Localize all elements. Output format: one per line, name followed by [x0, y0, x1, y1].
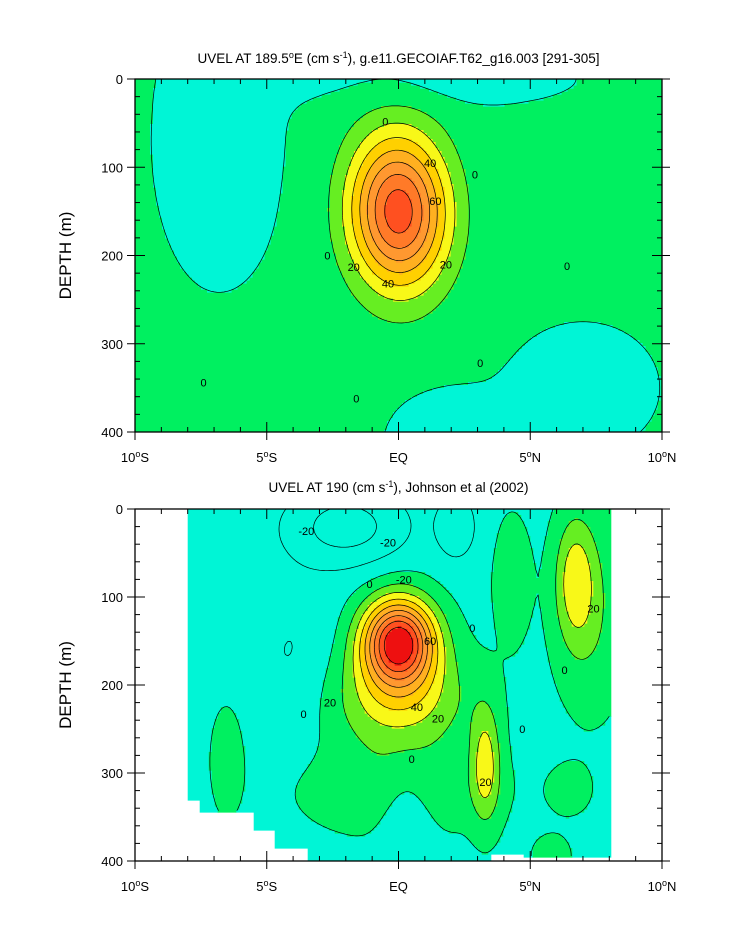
- contour-labels: 0 0 40 60 20 20 40 0 0 0 0 0: [200, 116, 570, 405]
- contour-label: 20: [440, 259, 452, 271]
- contour-level-50: [369, 609, 428, 688]
- contour-label: 60: [424, 636, 436, 648]
- contour-level-30: [351, 137, 446, 286]
- contour-level-0: [209, 509, 610, 857]
- x-tick-label: 10oN: [648, 878, 677, 894]
- contour-labels: -20 -20 -20 0 0 60 20 20 40 20 0 0 0 0 20: [298, 526, 599, 789]
- contour-level-60: [373, 615, 424, 680]
- contour-lines: [209, 509, 610, 857]
- contour-level-70: [378, 620, 419, 673]
- contour-level-20: [352, 543, 592, 799]
- contour-label: 20: [587, 603, 599, 615]
- contour-level-0: [150, 79, 661, 432]
- contour-level--20: [313, 509, 377, 548]
- y-tick-label: 300: [101, 766, 123, 781]
- contour-label: 40: [424, 158, 436, 170]
- contour-label: 0: [324, 251, 330, 263]
- x-tick-labels: 10oS 5oS EQ 5oN 10oN: [121, 449, 677, 465]
- contour-level-40: [359, 149, 438, 273]
- contour-label: 20: [432, 713, 444, 725]
- y-tick-label: 200: [101, 249, 123, 264]
- axis-ticks: [127, 78, 670, 440]
- contour-label: 0: [564, 261, 570, 273]
- contour-label: 0: [382, 116, 388, 128]
- contour-label: 20: [348, 262, 360, 274]
- y-tick-label: 0: [116, 502, 123, 517]
- chart-title: UVEL AT 189.5oE (cm s-1), g.e11.GECOIAF.…: [198, 50, 600, 66]
- x-tick-labels: 10oS 5oS EQ 5oN 10oN: [121, 878, 677, 894]
- contour-label: 0: [353, 394, 359, 406]
- contour-level-30: [359, 598, 439, 711]
- contour-level-70: [384, 189, 413, 234]
- y-axis-label: DEPTH (m): [56, 212, 75, 300]
- contour-label: 60: [429, 196, 441, 208]
- x-tick-label: 5oS: [256, 449, 277, 465]
- contour-label: 0: [409, 754, 415, 766]
- contour-label: 0: [472, 169, 478, 181]
- x-tick-label: 10oS: [121, 878, 149, 894]
- chart-title: UVEL AT 190 (cm s-1), Johnson et al (200…: [269, 479, 529, 495]
- y-tick-labels: 0 100 200 300 400: [101, 72, 123, 440]
- x-tick-label: 5oS: [256, 878, 277, 894]
- y-tick-label: 0: [116, 72, 123, 87]
- contour-fill: [135, 79, 662, 432]
- y-tick-labels: 0 100 200 300 400: [101, 502, 123, 869]
- contour-level-50: [366, 161, 431, 262]
- x-tick-label: 5oN: [519, 449, 541, 465]
- contour-label: 0: [200, 378, 206, 390]
- contour-level-10: [341, 518, 604, 820]
- contour-label: 0: [301, 709, 307, 721]
- y-tick-label: 100: [101, 160, 123, 175]
- y-tick-label: 300: [101, 337, 123, 352]
- y-tick-label: 400: [101, 854, 123, 869]
- contour-level-40: [364, 604, 433, 698]
- contour-fill: [187, 509, 612, 861]
- x-tick-label: EQ: [389, 879, 408, 894]
- contour-label: -20: [380, 537, 396, 549]
- y-axis-label: DEPTH (m): [56, 641, 75, 729]
- contour-label: 40: [382, 279, 394, 291]
- x-tick-label: 10oS: [121, 449, 149, 465]
- contour-label: -20: [298, 526, 314, 538]
- contour-level-10: [328, 105, 470, 324]
- y-tick-label: 100: [101, 590, 123, 605]
- y-tick-label: 200: [101, 678, 123, 693]
- x-tick-label: EQ: [389, 450, 408, 465]
- contour-label: 0: [366, 579, 372, 591]
- contour-level-60: [374, 174, 423, 249]
- contour-level--10: [278, 509, 475, 657]
- contour-level-80: [383, 627, 414, 665]
- contour-label: 0: [477, 358, 483, 370]
- contour-label: 0: [519, 724, 525, 736]
- y-tick-label: 400: [101, 425, 123, 440]
- contour-label: 0: [469, 623, 475, 635]
- contour-label: 0: [561, 665, 567, 677]
- contour-lines: [150, 79, 661, 432]
- contour-label: 40: [411, 702, 423, 714]
- axis-ticks: [127, 508, 670, 869]
- x-tick-label: 10oN: [648, 449, 677, 465]
- contour-label: 20: [324, 698, 336, 710]
- x-tick-label: 5oN: [519, 878, 541, 894]
- contour-label: 20: [479, 777, 491, 789]
- contour-label: -20: [396, 574, 412, 586]
- contour-level-20: [341, 122, 456, 301]
